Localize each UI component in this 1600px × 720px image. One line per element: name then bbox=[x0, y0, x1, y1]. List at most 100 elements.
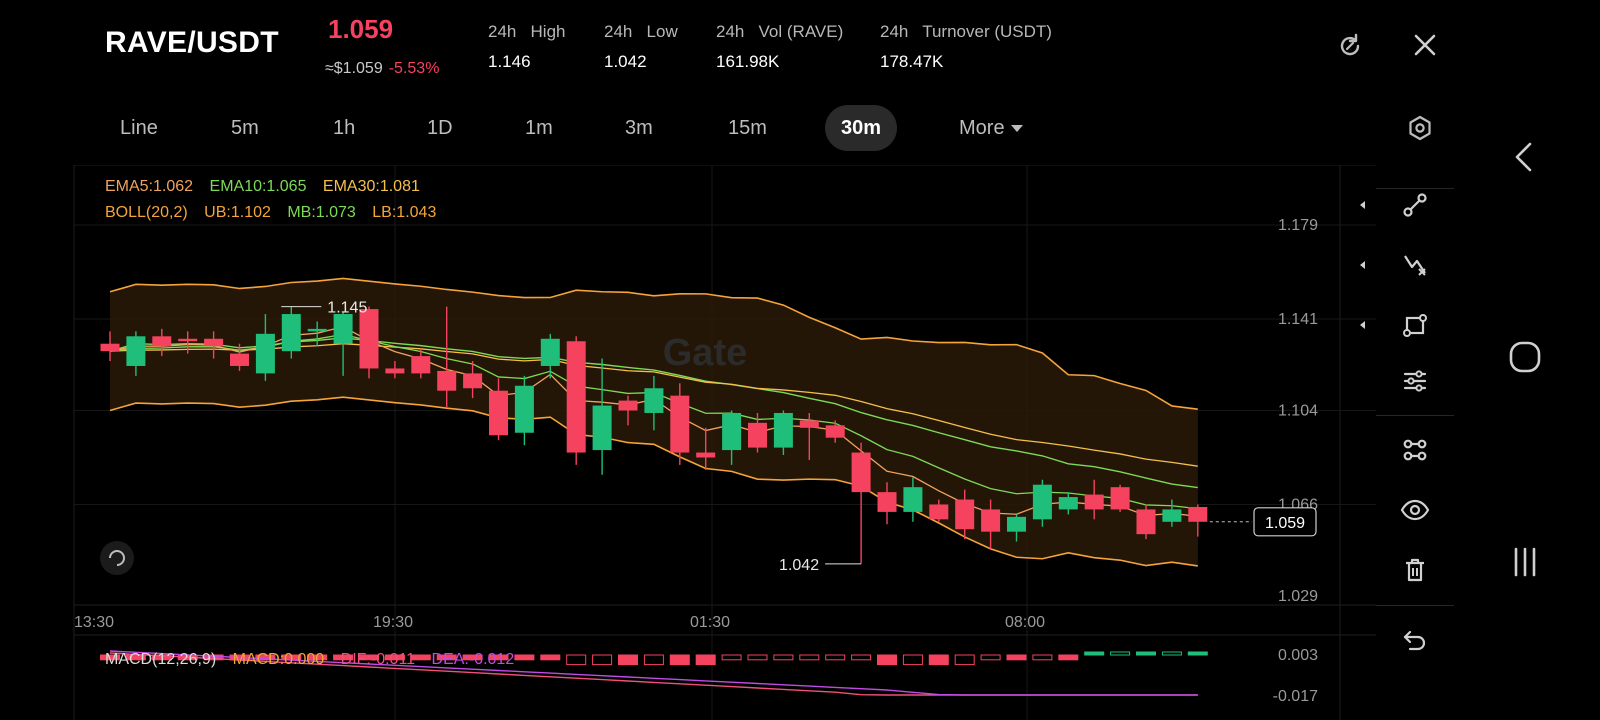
candle bbox=[126, 331, 146, 376]
caret-down-icon bbox=[1010, 125, 1023, 133]
candle-body bbox=[281, 314, 301, 352]
macd-label: MACD(12,26,9) bbox=[105, 651, 217, 668]
undo-icon[interactable] bbox=[1376, 617, 1454, 663]
candle-body bbox=[696, 452, 716, 458]
candle-body bbox=[255, 333, 275, 374]
candle-body bbox=[670, 395, 690, 453]
stat-24h-vol: 24h Vol (RAVE) 161.98K bbox=[716, 22, 843, 72]
candle-body bbox=[955, 499, 975, 530]
candle bbox=[696, 427, 716, 470]
recents-icon[interactable] bbox=[1508, 545, 1542, 584]
close-icon[interactable] bbox=[1412, 32, 1438, 63]
candle bbox=[981, 499, 1001, 550]
visibility-icon[interactable] bbox=[1376, 487, 1454, 533]
refresh-icon[interactable] bbox=[1336, 32, 1364, 65]
trend-line-tool-icon[interactable] bbox=[1360, 182, 1454, 228]
dea-line bbox=[109, 650, 1198, 696]
macd-histogram-bar bbox=[851, 654, 872, 661]
macd-histogram-bar bbox=[1161, 651, 1182, 656]
macd-histogram-bar bbox=[669, 654, 690, 666]
candle-body bbox=[359, 309, 379, 369]
stat-label: 24h Vol (RAVE) bbox=[716, 22, 844, 41]
candle bbox=[748, 412, 767, 453]
ema10-value: EMA10:1.065 bbox=[209, 178, 307, 195]
candle-body bbox=[592, 405, 612, 451]
candle-body bbox=[644, 388, 664, 413]
gate-watermark: Gate bbox=[663, 332, 747, 374]
tab-15m[interactable]: 15m bbox=[728, 117, 767, 139]
candle bbox=[592, 358, 612, 475]
y-axis-label: 1.029 bbox=[1278, 588, 1318, 605]
time-axis-label: 19:30 bbox=[373, 614, 413, 631]
settings-hexagon-icon[interactable] bbox=[1406, 114, 1434, 147]
ema30-value: EMA30:1.081 bbox=[322, 178, 420, 195]
macd-histogram-bar bbox=[488, 654, 509, 661]
candle-body bbox=[773, 412, 793, 448]
macd-histogram-bar bbox=[307, 654, 328, 661]
stat-24h-turnover: 24h Turnover (USDT) 178.47K bbox=[880, 22, 1052, 72]
candle bbox=[152, 328, 172, 357]
candle bbox=[540, 333, 560, 379]
candle bbox=[514, 375, 534, 446]
candle-body bbox=[178, 338, 198, 342]
candle bbox=[100, 331, 120, 362]
candle bbox=[851, 442, 871, 564]
back-icon[interactable] bbox=[1508, 140, 1542, 179]
macd-histogram-bar bbox=[255, 654, 276, 661]
time-axis-label: 08:00 bbox=[1005, 614, 1045, 631]
delete-icon[interactable] bbox=[1376, 547, 1454, 593]
usd-price: ≈$1.059 bbox=[325, 60, 383, 77]
macd-histogram-bar bbox=[618, 654, 638, 666]
tab-30m[interactable]: 30m bbox=[825, 105, 898, 151]
tab-line[interactable]: Line bbox=[120, 117, 158, 139]
indicator-settings-icon[interactable] bbox=[1376, 358, 1454, 404]
rectangle-tool-icon[interactable] bbox=[1360, 302, 1454, 348]
tab-more[interactable]: More bbox=[943, 105, 1039, 151]
stat-value: 1.042 bbox=[604, 52, 647, 71]
dif-value: DIF:-0.011 bbox=[340, 651, 416, 668]
candle-body bbox=[126, 336, 146, 366]
chart-area[interactable]: Gate 1.145 1.042 1.179 1.141 1.104 1.066 1.029 1… bbox=[0, 164, 1440, 720]
boll-lb: LB:1.043 bbox=[372, 204, 437, 221]
candle bbox=[333, 311, 353, 376]
candle bbox=[903, 477, 923, 522]
tab-1d[interactable]: 1D bbox=[427, 117, 453, 139]
line-shapes-tool-icon[interactable] bbox=[1360, 242, 1454, 288]
candle bbox=[566, 336, 586, 465]
candle-body bbox=[514, 385, 534, 433]
tab-1h[interactable]: 1h bbox=[333, 117, 356, 139]
candlestick-chart[interactable]: Gate1.1451.0421.1791.1411.1041.0661.0291… bbox=[0, 164, 1440, 720]
macd-histogram-bar bbox=[1006, 654, 1027, 661]
reset-view-button bbox=[100, 541, 134, 575]
candle-body bbox=[722, 412, 742, 451]
y-axis-label: 1.141 bbox=[1278, 311, 1318, 328]
tab-3m[interactable]: 3m bbox=[625, 117, 653, 139]
candle-body bbox=[851, 452, 871, 493]
candle bbox=[359, 306, 379, 379]
price-sub: ≈$1.059 -5.53% bbox=[325, 60, 439, 78]
candle-body bbox=[1007, 516, 1026, 532]
tab-5m[interactable]: 5m bbox=[231, 117, 259, 139]
candle bbox=[825, 420, 845, 443]
boll-label: BOLL(20,2) bbox=[105, 204, 188, 221]
macd-histogram-bar bbox=[928, 654, 949, 666]
home-icon[interactable] bbox=[1508, 340, 1542, 379]
stat-label: 24h High bbox=[488, 22, 566, 41]
pair-title[interactable]: RAVE/USDT bbox=[105, 26, 279, 59]
drawing-toolbar bbox=[1360, 165, 1470, 720]
candle-body bbox=[307, 328, 327, 332]
candle-body bbox=[929, 504, 949, 520]
candle-body bbox=[1032, 484, 1052, 520]
macd-value: MACD:0.000 bbox=[232, 651, 325, 668]
candle bbox=[463, 361, 483, 399]
macd-histogram-bar bbox=[151, 654, 172, 661]
candle bbox=[437, 306, 457, 409]
tab-1m[interactable]: 1m bbox=[525, 117, 553, 139]
macd-legend: MACD(12,26,9) MACD:0.000 DIF:-0.011 DEA:… bbox=[105, 651, 514, 669]
drawing-list-icon[interactable] bbox=[1376, 427, 1454, 473]
ema-legend: EMA5:1.062 EMA10:1.065 EMA30:1.081 bbox=[105, 178, 420, 196]
macd-histogram-bar bbox=[1187, 651, 1208, 656]
current-price-label: 1.059 bbox=[1265, 515, 1305, 532]
candle bbox=[178, 331, 198, 354]
candle-body bbox=[1084, 494, 1104, 510]
